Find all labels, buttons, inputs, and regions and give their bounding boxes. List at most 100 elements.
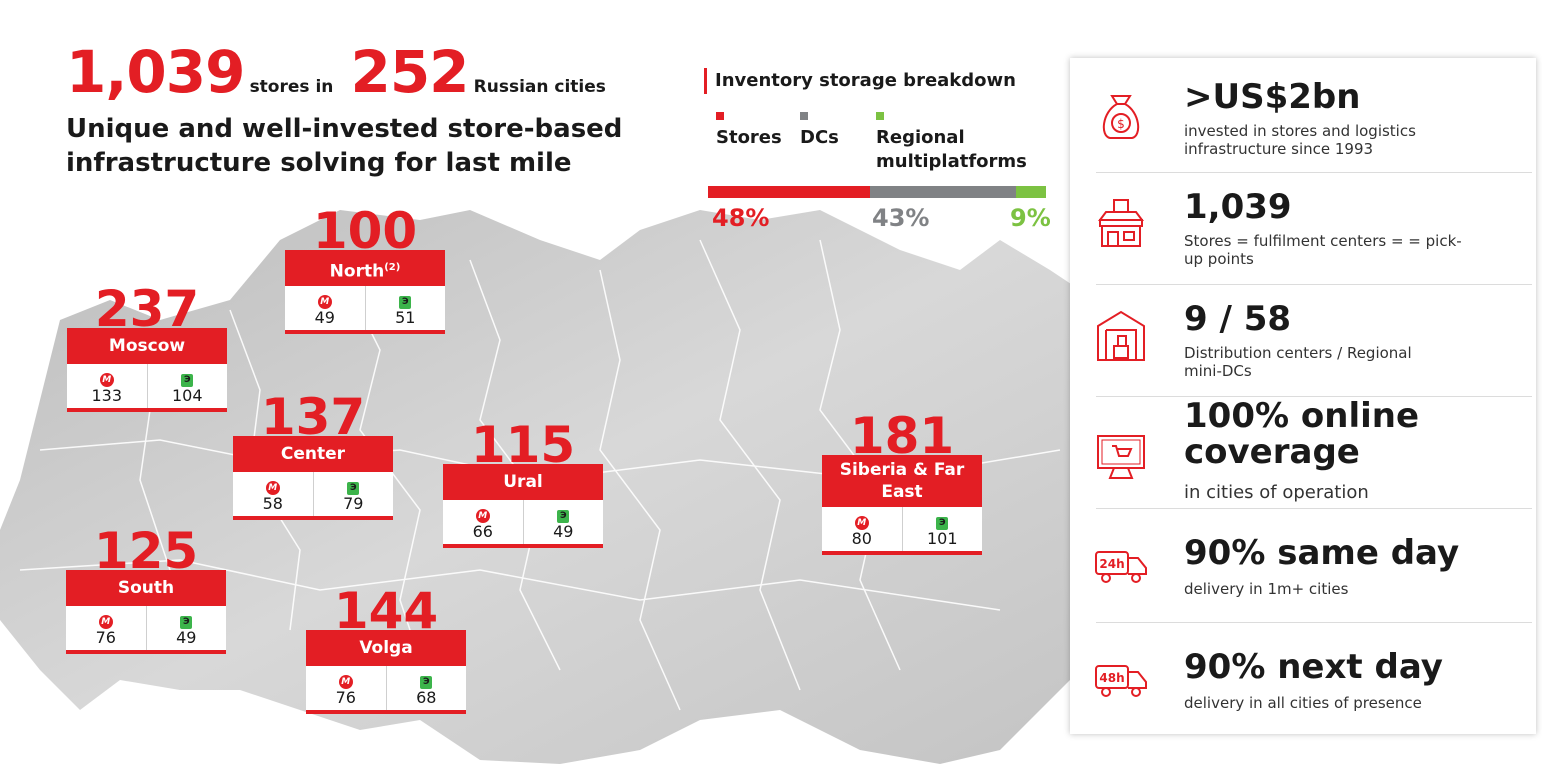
inventory-breakdown: Inventory storage breakdown Stores DCs R… xyxy=(704,68,1051,232)
mvideo-logo-icon: M xyxy=(475,509,490,523)
eldorado-logo-icon: Э xyxy=(420,676,433,689)
region-total: 125 xyxy=(93,522,199,580)
percent-dcs: 43% xyxy=(872,204,930,232)
divider xyxy=(1096,622,1532,623)
eldorado-store-count: 49 xyxy=(553,522,574,541)
stat-description: Distribution centers / Regional mini-DCs xyxy=(1184,344,1412,380)
region-card-south: 125 South M 76 Э 49 xyxy=(66,526,226,654)
mvideo-store-count: 76 xyxy=(95,628,116,647)
mvideo-logo-icon: M xyxy=(338,675,353,689)
region-name: Ural xyxy=(443,464,603,500)
cities-label: Russian cities xyxy=(473,77,606,97)
legend-label-dcs: DCs xyxy=(800,127,839,148)
region-total: 137 xyxy=(260,388,366,446)
mvideo-logo-icon: M xyxy=(265,481,280,495)
legend-dcs: DCs xyxy=(800,112,839,150)
mvideo-logo-icon: M xyxy=(854,516,869,530)
region-total: 181 xyxy=(849,407,955,465)
headline: 1,039 stores in 252 Russian cities xyxy=(66,38,606,106)
region-name: Center xyxy=(233,436,393,472)
region-footnote: (2) xyxy=(384,262,401,273)
legend-stores: Stores xyxy=(716,112,782,150)
mvideo-store-count: 133 xyxy=(91,386,123,405)
eldorado-store-count: 68 xyxy=(416,688,437,707)
mvideo-logo-icon: M xyxy=(99,373,114,387)
bar-segment-regional xyxy=(1015,186,1046,198)
percent-stores: 48% xyxy=(712,204,770,232)
stat-description: invested in stores and logistics infrast… xyxy=(1184,122,1416,158)
monitor-cart-icon xyxy=(1097,435,1145,479)
eldorado-store-count: 51 xyxy=(395,308,416,327)
eldorado-logo-icon: Э xyxy=(936,517,949,530)
region-total: 100 xyxy=(312,202,418,260)
truck-label: 24h xyxy=(1099,557,1124,571)
legend-swatch-dcs xyxy=(800,112,808,120)
percent-regional: 9% xyxy=(1010,204,1051,232)
mvideo-store-count: 80 xyxy=(851,529,872,548)
region-name: Siberia & Far East xyxy=(822,455,982,507)
stat-title: 90% next day xyxy=(1184,647,1443,687)
stat-description: Stores = fulfilment centers = = pick-up … xyxy=(1184,232,1462,268)
region-card-north: 100 North(2) M 49 Э 51 xyxy=(285,206,445,334)
stat-title: >US$2bn xyxy=(1184,77,1361,117)
legend-swatch-stores xyxy=(716,112,724,120)
region-card-ural: 115 Ural M 66 Э 49 xyxy=(443,420,603,548)
region-name-text: North xyxy=(329,261,385,282)
svg-text:$: $ xyxy=(1117,117,1125,131)
divider xyxy=(1096,172,1532,173)
mvideo-store-count: 58 xyxy=(262,494,283,513)
truck-24h-icon: 24h xyxy=(1095,551,1147,583)
storefront-icon xyxy=(1098,199,1144,247)
eldorado-store-count: 79 xyxy=(343,494,364,513)
eldorado-store-count: 104 xyxy=(171,386,203,405)
warehouse-icon xyxy=(1097,310,1145,361)
region-card-moscow: 237 Moscow M 133 Э 104 xyxy=(67,284,227,412)
region-total: 144 xyxy=(333,582,439,640)
legend-swatch-regional xyxy=(876,112,884,120)
mvideo-store-count: 66 xyxy=(472,522,493,541)
mvideo-store-count: 49 xyxy=(314,308,335,327)
bar-segment-dcs xyxy=(870,186,1016,198)
stat-title: 1,039 xyxy=(1184,187,1292,227)
mvideo-store-count: 76 xyxy=(335,688,356,707)
legend-label-regional: Regional multiplatforms xyxy=(876,127,1027,172)
region-name: Moscow xyxy=(67,328,227,364)
stat-description: delivery in 1m+ cities xyxy=(1184,580,1349,598)
inventory-title: Inventory storage breakdown xyxy=(704,68,1050,94)
truck-label: 48h xyxy=(1099,671,1124,685)
eldorado-store-count: 101 xyxy=(926,529,958,548)
mvideo-logo-icon: M xyxy=(98,615,113,629)
stat-description: delivery in all cities of presence xyxy=(1184,694,1422,712)
divider xyxy=(1096,284,1532,285)
stat-description: in cities of operation xyxy=(1184,482,1369,503)
legend-regional: Regional multiplatforms xyxy=(876,112,1046,174)
eldorado-logo-icon: Э xyxy=(181,374,194,387)
stores-count: 1,039 xyxy=(66,38,245,106)
region-card-siberia-far-east: 181 Siberia & Far East M 80 Э 101 xyxy=(822,411,982,555)
legend-label-stores: Stores xyxy=(716,127,782,148)
eldorado-store-count: 49 xyxy=(176,628,197,647)
region-card-volga: 144 Volga M 76 Э 68 xyxy=(306,586,466,714)
stats-panel: $ >US$2bn invested in stores and logisti… xyxy=(1070,58,1536,734)
eldorado-logo-icon: Э xyxy=(180,616,193,629)
money-bag-icon: $ xyxy=(1102,95,1140,139)
region-total: 115 xyxy=(470,416,576,474)
region-total: 237 xyxy=(94,280,200,338)
region-name: South xyxy=(66,570,226,606)
stat-title: 9 / 58 xyxy=(1184,299,1292,339)
truck-48h-icon: 48h xyxy=(1095,665,1147,697)
mvideo-logo-icon: M xyxy=(317,295,332,309)
divider xyxy=(1096,508,1532,509)
eldorado-logo-icon: Э xyxy=(557,510,570,523)
region-name: North(2) xyxy=(285,250,445,286)
divider xyxy=(1096,396,1532,397)
bar-segment-stores xyxy=(708,186,871,198)
inventory-bar xyxy=(708,186,1046,198)
region-card-center: 137 Center M 58 Э 79 xyxy=(233,392,393,520)
stores-label: stores in xyxy=(249,77,334,97)
eldorado-logo-icon: Э xyxy=(399,296,412,309)
region-name: Volga xyxy=(306,630,466,666)
cities-count: 252 xyxy=(350,38,469,106)
subheadline: Unique and well-invested store-based inf… xyxy=(66,114,623,178)
stat-title: 90% same day xyxy=(1184,533,1460,573)
